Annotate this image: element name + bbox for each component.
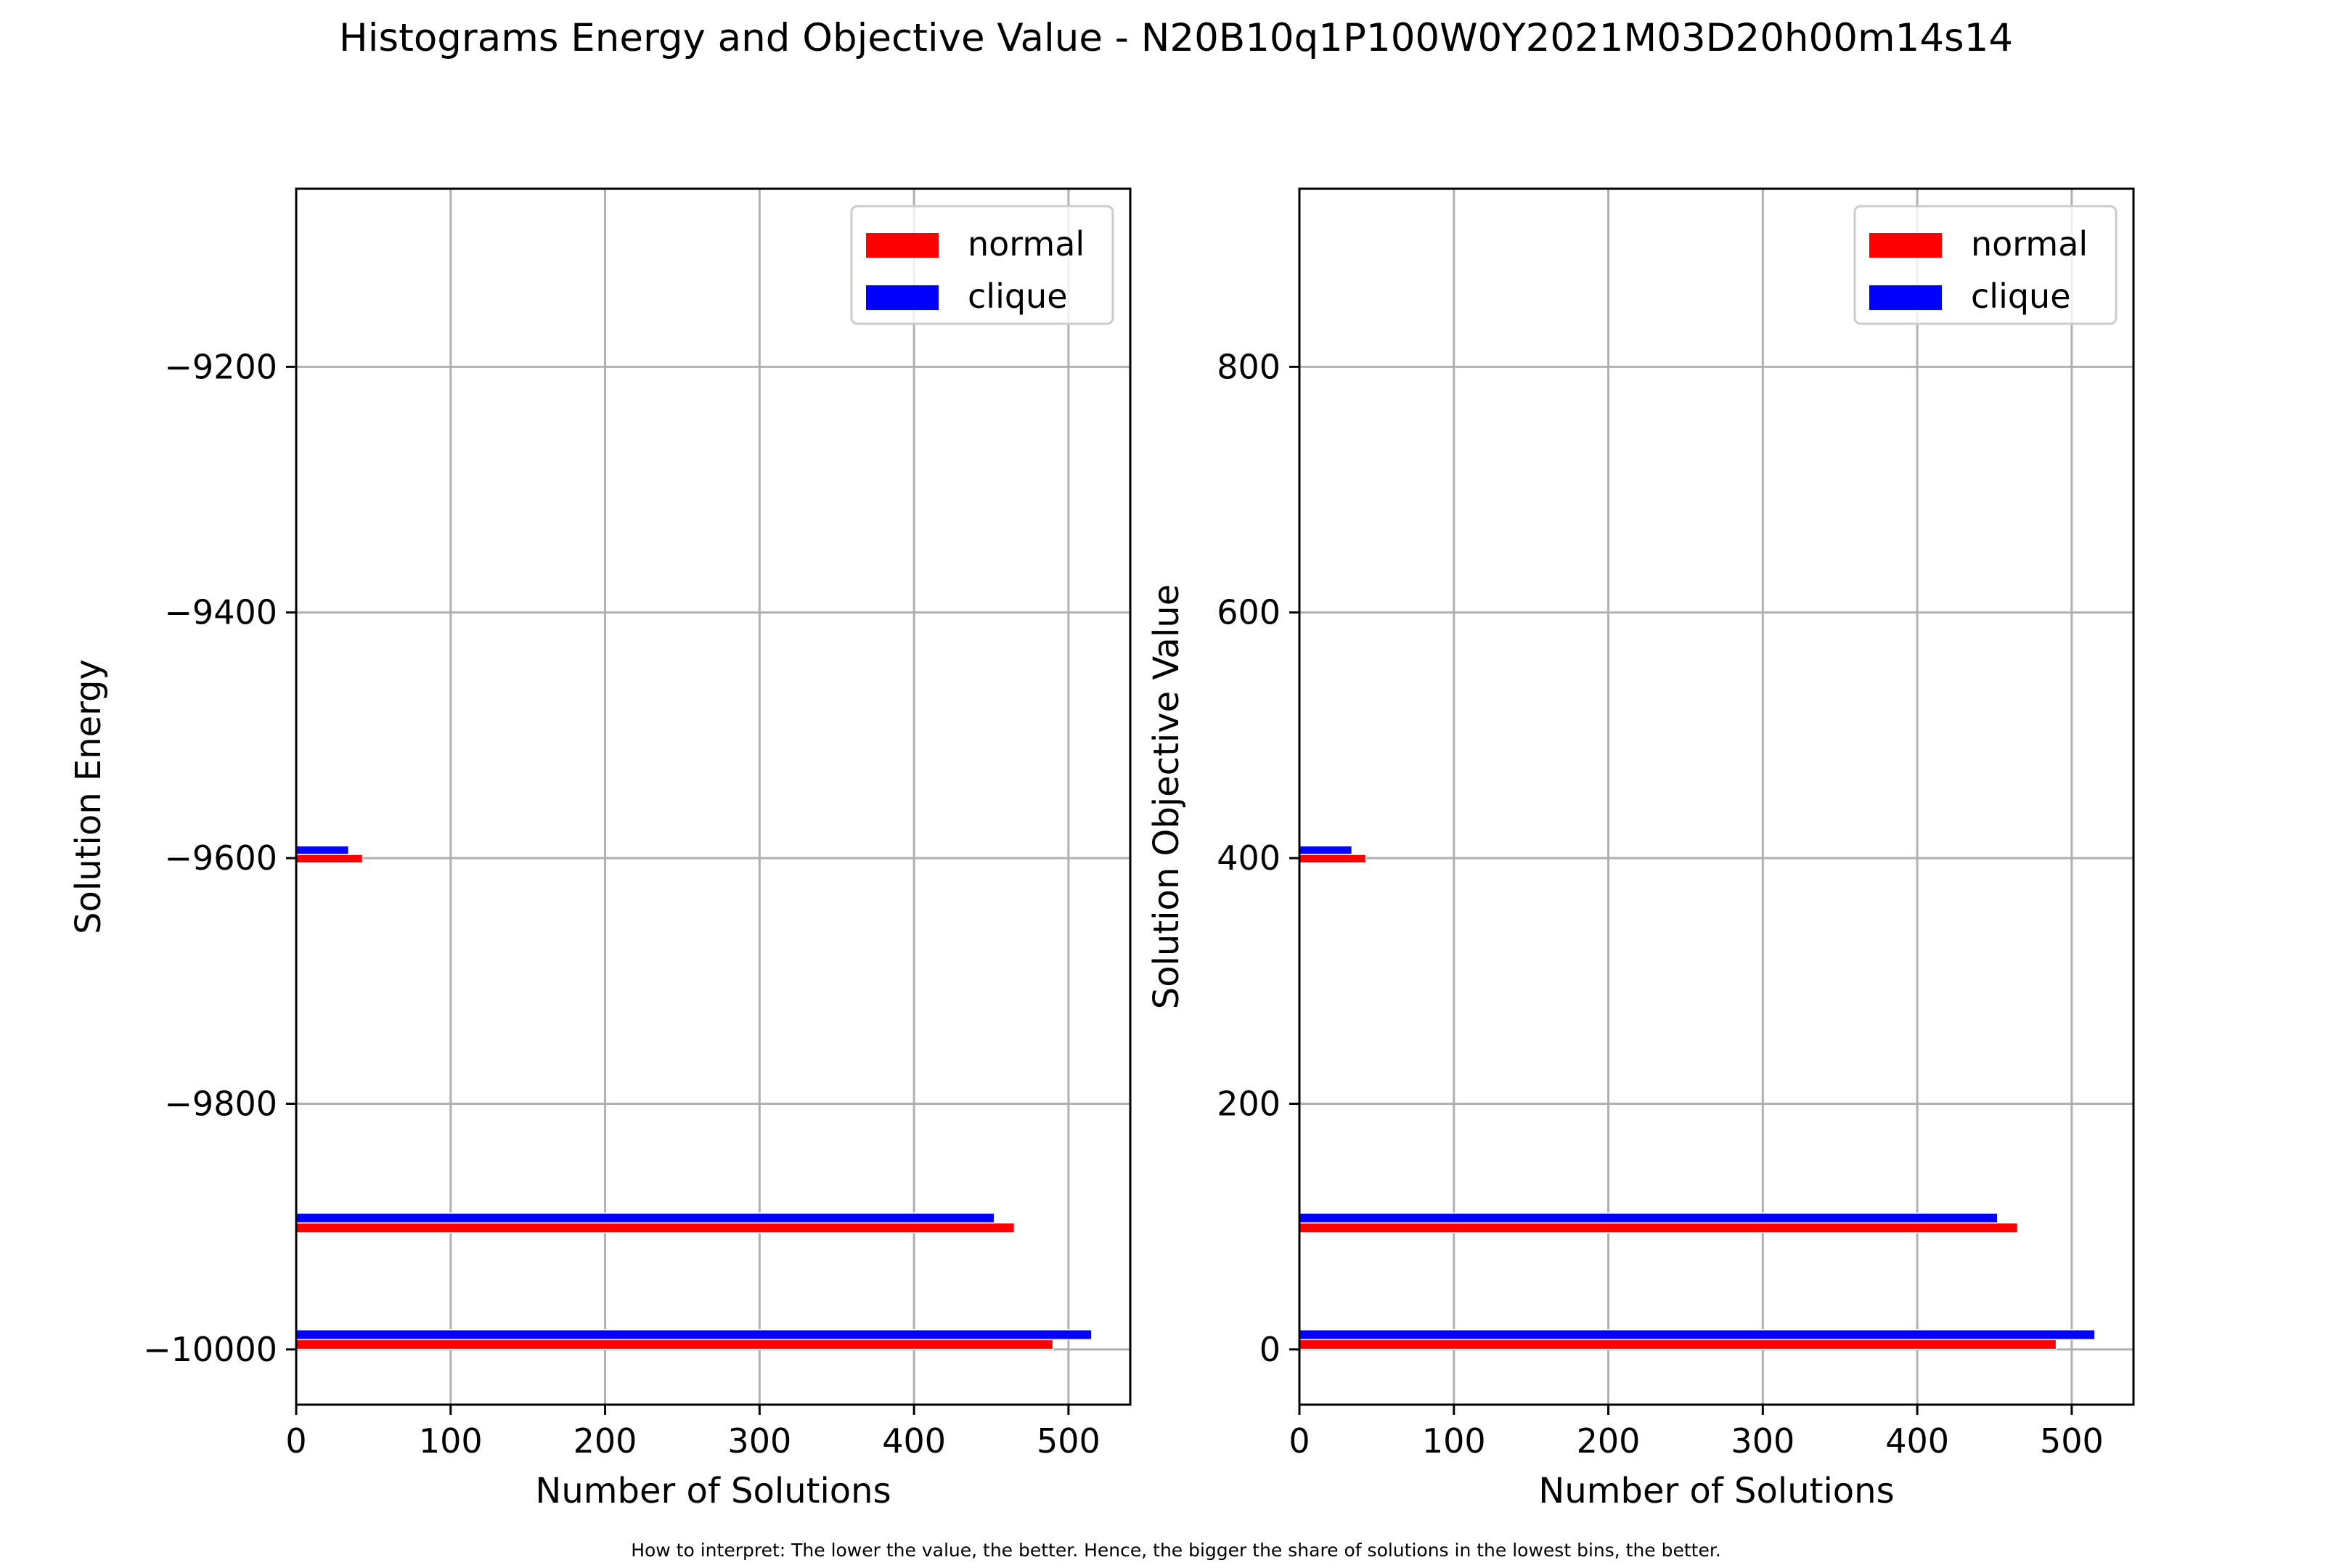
- bar-clique: [1299, 1329, 2096, 1341]
- x-tick-label: 500: [1037, 1421, 1101, 1461]
- y-tick-label: 400: [1217, 838, 1281, 878]
- legend-label-clique: clique: [968, 277, 1068, 316]
- bar-clique: [1299, 1212, 1998, 1224]
- energy-histogram-panel: 0 100 200 300 400 500 −10000 −9800 −9600 −9400 −92…: [68, 187, 1132, 1511]
- bar-normal: [295, 1339, 1054, 1350]
- objective-histogram-panel: 0 100 200 300 400 500 0 200 400 600 800 Number of S…: [1146, 187, 2135, 1511]
- legend-label-clique: clique: [1971, 277, 2071, 316]
- y-tick-label: −9800: [164, 1084, 277, 1123]
- legend-swatch-normal: [866, 233, 939, 258]
- axes-frame: [295, 187, 1132, 1406]
- x-tick-label: 100: [419, 1421, 483, 1461]
- y-tick-label: 800: [1217, 347, 1281, 386]
- bar-clique: [295, 1212, 995, 1224]
- x-tick-label: 200: [573, 1421, 637, 1461]
- y-tick-label: −9600: [164, 838, 277, 878]
- x-axis-label: Number of Solutions: [1538, 1471, 1894, 1511]
- x-tick-label: 100: [1422, 1421, 1486, 1461]
- x-tick-label: 0: [285, 1421, 306, 1461]
- x-tick-label: 400: [882, 1421, 946, 1461]
- y-axis-label: Solution Objective Value: [1146, 584, 1187, 1009]
- x-tick-label: 200: [1577, 1421, 1641, 1461]
- y-tick-label: −9400: [164, 593, 277, 632]
- bar-normal: [295, 854, 364, 864]
- x-tick-label: 300: [1731, 1421, 1794, 1461]
- x-tick-label: 400: [1885, 1421, 1949, 1461]
- y-tick-label: −10000: [143, 1330, 277, 1369]
- x-tick-label: 0: [1289, 1421, 1310, 1461]
- y-tick-label: 600: [1217, 593, 1281, 632]
- legend-swatch-clique: [1869, 285, 1942, 310]
- bar-normal: [1299, 1339, 2057, 1350]
- figure-title: Histograms Energy and Objective Value - …: [339, 16, 2013, 60]
- legend: normal clique: [1853, 205, 2118, 325]
- bar-clique: [295, 845, 350, 855]
- x-tick-label: 300: [727, 1421, 791, 1461]
- y-tick-label: −9200: [164, 347, 277, 386]
- y-axis-label: Solution Energy: [68, 659, 109, 934]
- legend: normal clique: [850, 205, 1114, 325]
- legend-swatch-clique: [866, 285, 939, 310]
- y-tick-label: 0: [1259, 1330, 1281, 1369]
- y-tick-label: 200: [1217, 1084, 1281, 1123]
- figure-footnote: How to interpret: The lower the value, t…: [631, 1540, 1721, 1561]
- x-axis-label: Number of Solutions: [535, 1471, 891, 1511]
- legend-label-normal: normal: [968, 224, 1085, 264]
- bar-normal: [295, 1222, 1016, 1233]
- axes-frame: [1298, 187, 2135, 1406]
- x-tick-label: 500: [2040, 1421, 2104, 1461]
- legend-label-normal: normal: [1971, 224, 2088, 264]
- bar-clique: [1299, 845, 1353, 855]
- bar-normal: [1299, 1222, 2019, 1233]
- bar-normal: [1299, 854, 1367, 864]
- legend-swatch-normal: [1869, 233, 1942, 258]
- bar-clique: [295, 1329, 1093, 1341]
